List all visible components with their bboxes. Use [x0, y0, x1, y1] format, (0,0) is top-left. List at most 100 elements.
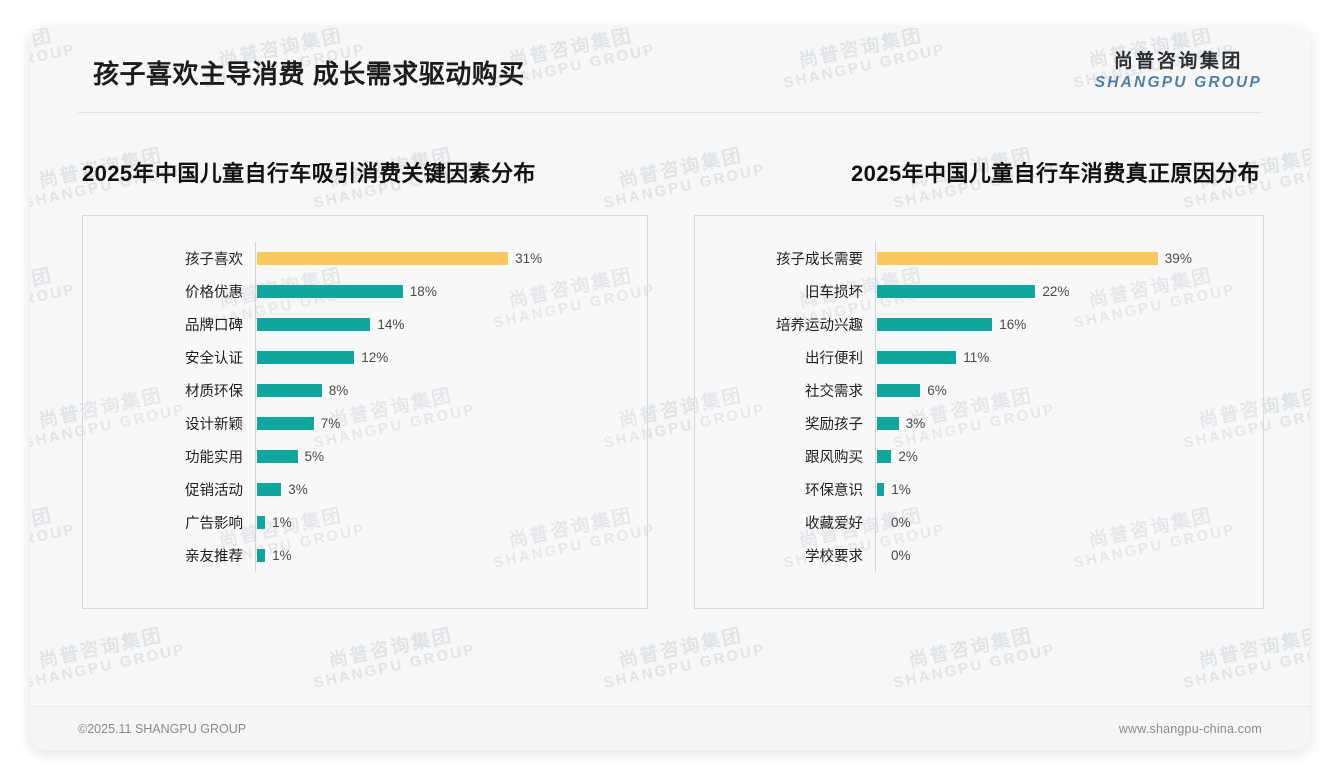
header-divider [78, 112, 1262, 113]
bar-value-label: 7% [320, 416, 341, 431]
bar-track: 18% [255, 275, 633, 308]
bar-track: 7% [255, 407, 633, 440]
bar-track: 3% [255, 473, 633, 506]
bar-value-label: 6% [927, 383, 947, 398]
bar-row: 跟风购买 2% [695, 440, 1249, 473]
bar-category-label: 广告影响 [185, 516, 243, 532]
bar-track: 16% [875, 308, 1249, 341]
bar-value-label: 0% [891, 548, 911, 563]
bar[interactable] [257, 384, 322, 397]
bar-category-label: 孩子喜欢 [185, 252, 243, 268]
bar-category-label: 出行便利 [805, 351, 863, 367]
bar-value-label: 0% [891, 515, 911, 530]
bar[interactable] [877, 318, 993, 331]
bar-track: 39% [875, 242, 1249, 275]
bar[interactable] [877, 252, 1158, 265]
bar-value-label: 5% [304, 449, 325, 464]
bar-value-label: 1% [272, 548, 292, 563]
footer-website[interactable]: www.shangpu-china.com [1118, 721, 1262, 736]
bar-value-label: 14% [377, 317, 405, 332]
bar-category-label: 功能实用 [185, 450, 243, 466]
chart-panel-left: 孩子喜欢 31% 价格优惠 18% 品牌口碑 14% 安全认证 12% 材质环保 8% 设计新颖 7%… [82, 215, 648, 609]
bar-track: 2% [875, 440, 1249, 473]
bar-row: 促销活动 3% [83, 473, 633, 506]
bar-row: 学校要求 0% [695, 539, 1249, 572]
bar-category-label: 社交需求 [805, 384, 863, 400]
bar[interactable] [877, 285, 1036, 298]
bar-track: 0% [875, 539, 1249, 572]
bar-track: 12% [255, 341, 633, 374]
bar-row: 亲友推荐 1% [83, 539, 633, 572]
bar-value-label: 16% [999, 317, 1027, 332]
bar-value-label: 3% [905, 416, 926, 431]
bar[interactable] [877, 483, 885, 496]
bar-category-label: 材质环保 [185, 384, 243, 400]
page-title: 孩子喜欢主导消费 成长需求驱动购买 [93, 59, 525, 89]
bar-category-label: 环保意识 [805, 483, 863, 499]
chart-column-left: 2025年中国儿童自行车吸引消费关键因素分布 孩子喜欢 31% 价格优惠 18% 品牌口… [30, 156, 670, 609]
bar-category-label: 品牌口碑 [185, 318, 243, 334]
bar[interactable] [877, 450, 892, 463]
bar[interactable] [257, 351, 355, 364]
bar-category-label: 促销活动 [185, 483, 243, 499]
logo-chinese-text: 尚普咨询集团 [1113, 51, 1243, 72]
bar[interactable] [877, 417, 899, 430]
bar-category-label: 安全认证 [185, 351, 243, 367]
bar-category-label: 孩子成长需要 [776, 252, 863, 268]
bar-track: 11% [875, 341, 1249, 374]
bar[interactable] [257, 549, 266, 562]
bar[interactable] [257, 252, 509, 265]
bar-row: 收藏爱好 0% [695, 506, 1249, 539]
chart-title-left: 2025年中国儿童自行车吸引消费关键因素分布 [82, 161, 536, 186]
bar-row: 广告影响 1% [83, 506, 633, 539]
bar-row: 价格优惠 18% [83, 275, 633, 308]
charts-container: 2025年中国儿童自行车吸引消费关键因素分布 孩子喜欢 31% 价格优惠 18% 品牌口… [30, 156, 1310, 609]
bar-value-label: 1% [891, 482, 911, 497]
bar-row: 安全认证 12% [83, 341, 633, 374]
bar-row: 设计新颖 7% [83, 407, 633, 440]
bar-value-label: 18% [409, 284, 437, 299]
bar[interactable] [257, 483, 282, 496]
bar-category-label: 设计新颖 [185, 417, 243, 433]
bar[interactable] [257, 516, 266, 529]
bar[interactable] [257, 417, 314, 430]
bar[interactable] [257, 318, 371, 331]
bar-track: 14% [255, 308, 633, 341]
bar-row: 环保意识 1% [695, 473, 1249, 506]
bar[interactable] [877, 384, 921, 397]
footer-copyright: ©2025.11 SHANGPU GROUP [78, 721, 247, 736]
bar-category-label: 跟风购买 [805, 450, 863, 466]
bar-track: 3% [875, 407, 1249, 440]
bar-value-label: 31% [515, 251, 543, 266]
bar-row: 孩子成长需要 39% [695, 242, 1249, 275]
bar-category-label: 亲友推荐 [185, 549, 243, 565]
bar-category-label: 旧车损坏 [805, 285, 863, 301]
bar-value-label: 1% [272, 515, 292, 530]
bar-track: 6% [875, 374, 1249, 407]
bar-value-label: 11% [963, 350, 990, 365]
chart-panel-right: 孩子成长需要 39% 旧车损坏 22% 培养运动兴趣 16% 出行便利 11% 社交需求 6% 奖励… [694, 215, 1264, 609]
bar-track: 0% [875, 506, 1249, 539]
bar-value-label: 2% [898, 449, 918, 464]
chart-title-right: 2025年中国儿童自行车消费真正原因分布 [851, 161, 1260, 186]
bar[interactable] [257, 285, 403, 298]
bar-track: 1% [255, 506, 633, 539]
bar-row: 社交需求 6% [695, 374, 1249, 407]
bar-category-label: 学校要求 [805, 549, 863, 565]
bar-rows-left: 孩子喜欢 31% 价格优惠 18% 品牌口碑 14% 安全认证 12% 材质环保 8% 设计新颖 7%… [83, 242, 633, 572]
bar-category-label: 价格优惠 [185, 285, 243, 301]
bar[interactable] [877, 351, 957, 364]
company-logo: 尚普咨询集团 SHANGPU GROUP [1095, 50, 1262, 92]
bar-row: 培养运动兴趣 16% [695, 308, 1249, 341]
bar-row: 品牌口碑 14% [83, 308, 633, 341]
bar[interactable] [257, 450, 298, 463]
bar-row: 奖励孩子 3% [695, 407, 1249, 440]
bar-track: 8% [255, 374, 633, 407]
slide-footer: ©2025.11 SHANGPU GROUP www.shangpu-china… [30, 706, 1310, 750]
bar-category-label: 奖励孩子 [805, 417, 863, 433]
bar-row: 材质环保 8% [83, 374, 633, 407]
